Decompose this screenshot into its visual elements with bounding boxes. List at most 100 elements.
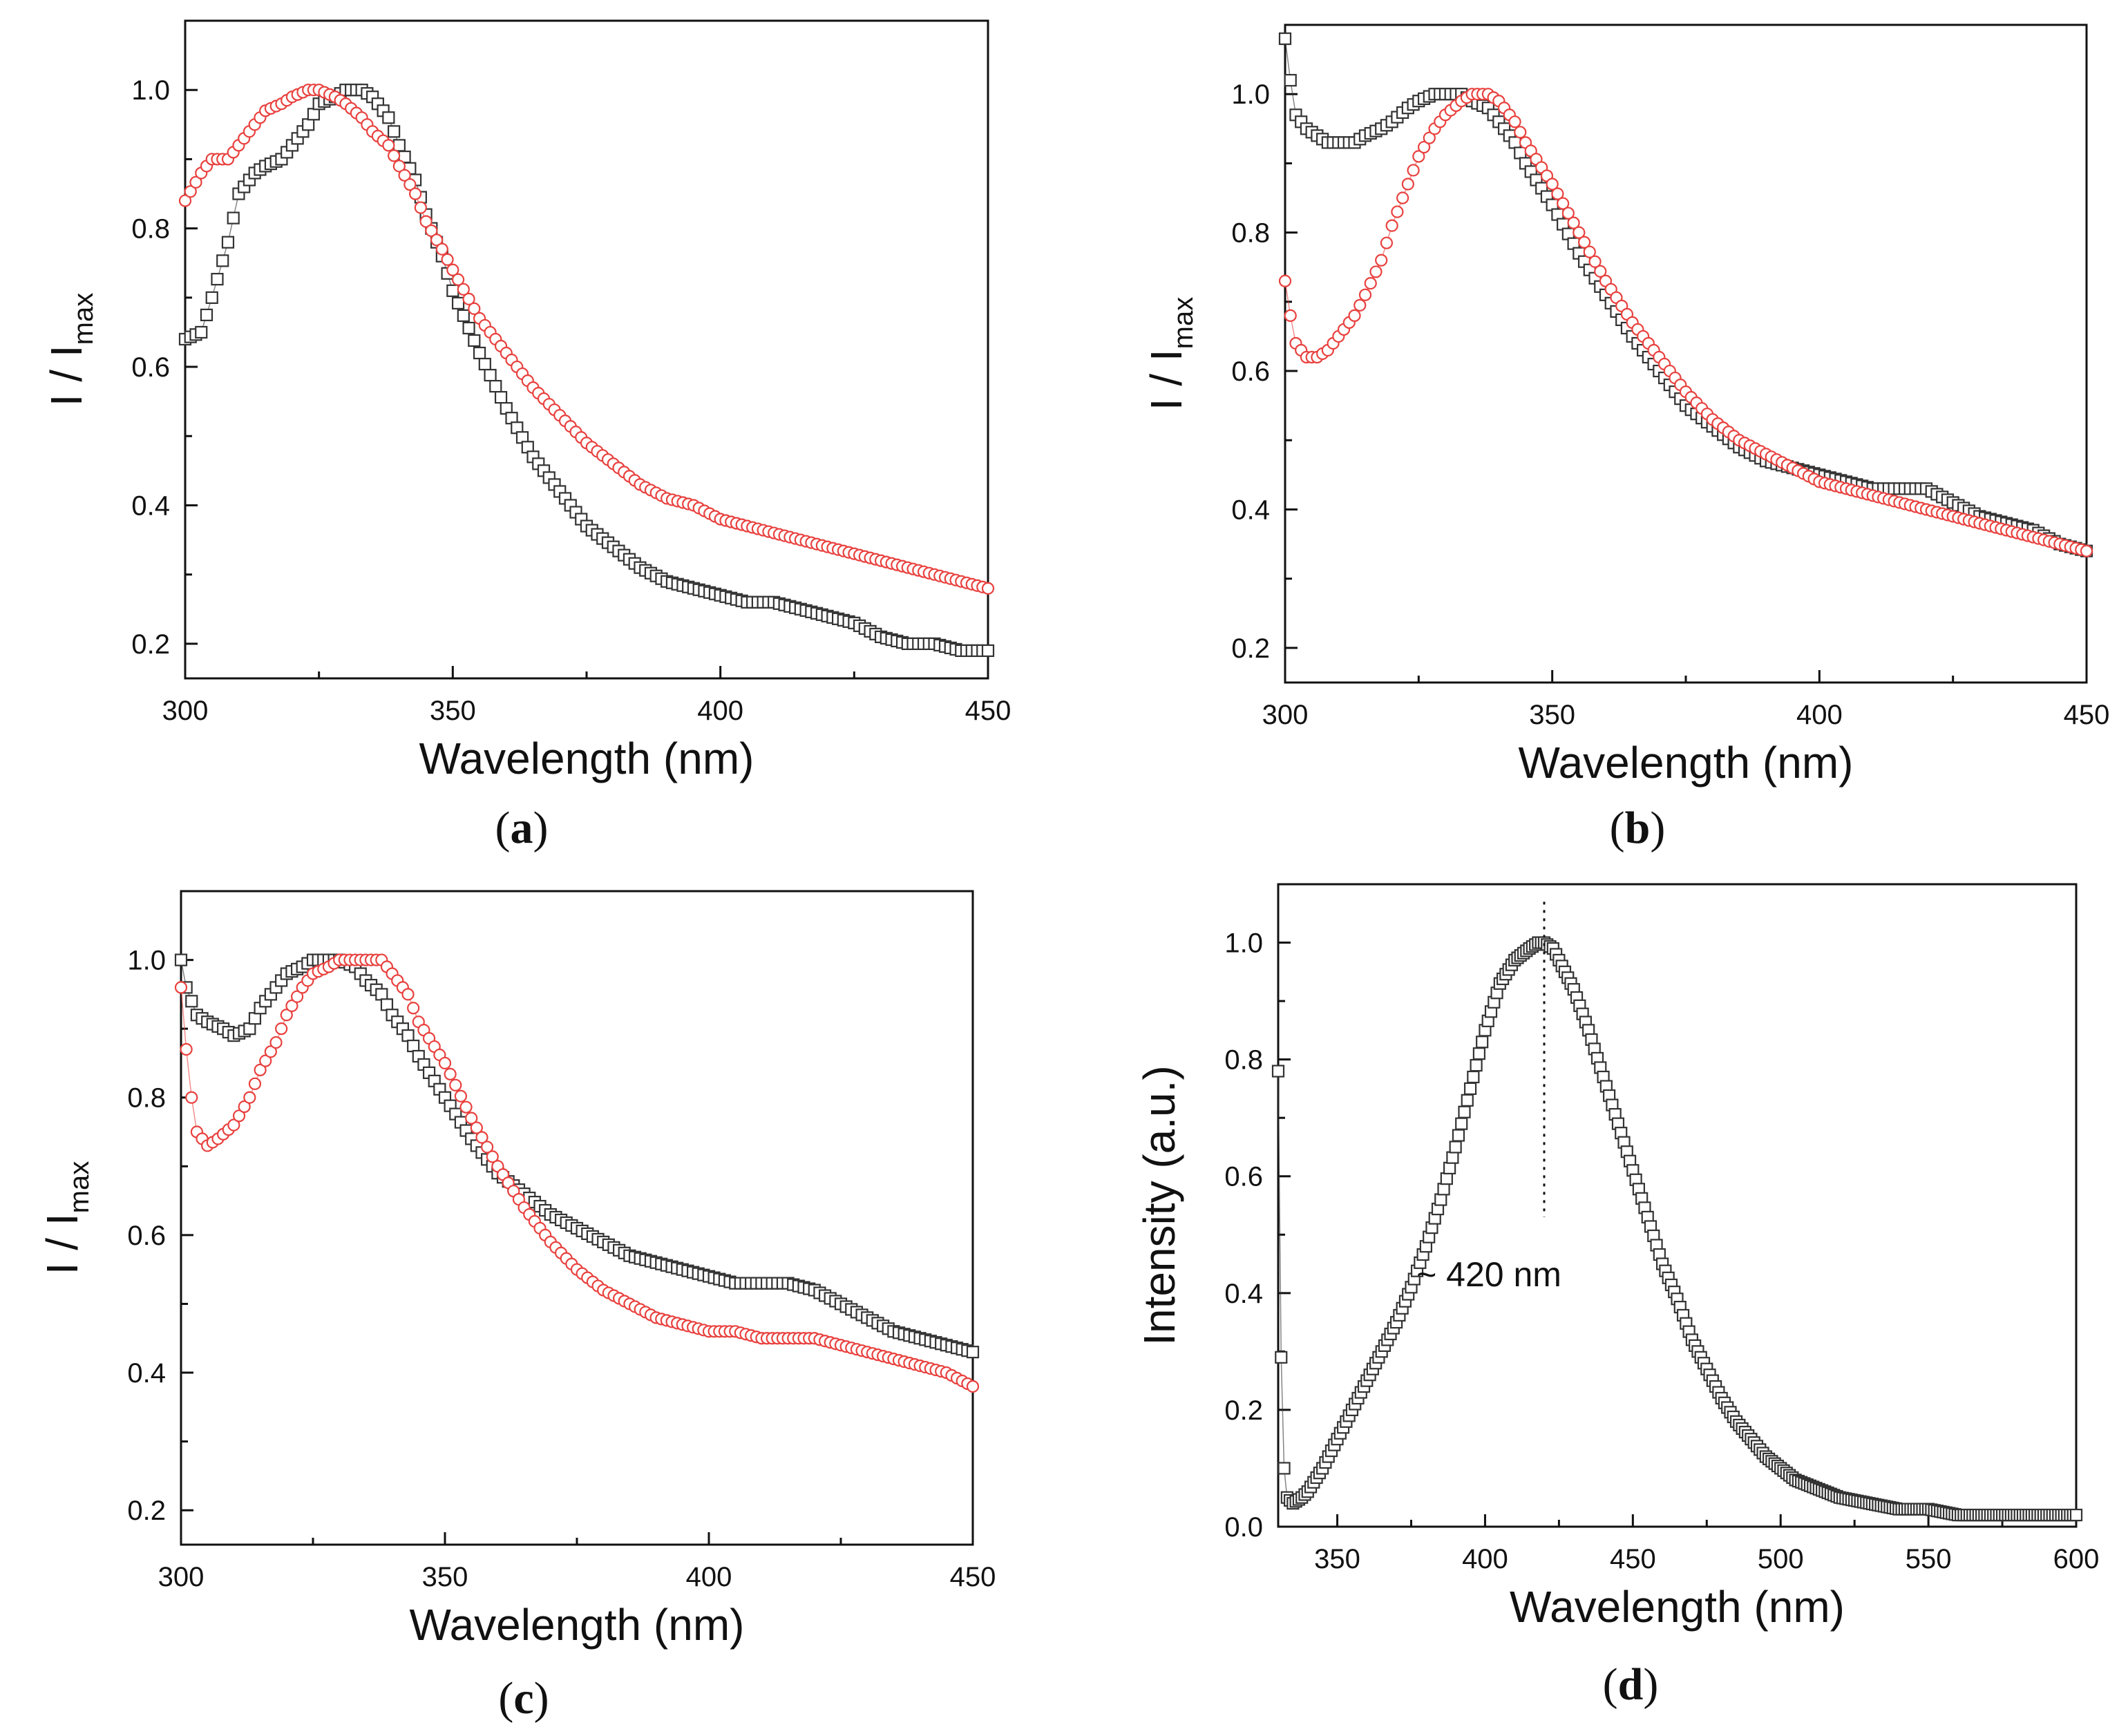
data-point: [1391, 205, 1404, 218]
data-point: [981, 582, 995, 595]
data-point: [259, 1054, 272, 1067]
x-tick-label: 450: [950, 1562, 996, 1592]
data-point: [435, 242, 448, 256]
data-point: [1476, 1036, 1489, 1049]
data-point: [184, 185, 197, 198]
panel-label-letter: d: [1618, 1659, 1644, 1710]
data-point: [178, 194, 192, 207]
panel-label-open-paren: (: [1610, 803, 1625, 853]
x-tick-label: 400: [697, 696, 743, 726]
panel-label-letter: a: [511, 803, 533, 853]
data-point: [275, 1022, 288, 1036]
data-point: [465, 1112, 478, 1125]
data-point: [1353, 298, 1367, 312]
series-connector-line: [1284, 93, 2087, 552]
y-tick-label: 1.0: [1231, 79, 1270, 110]
y-axis-title-main: Intensity (a.u.): [1134, 1065, 1184, 1346]
data-point: [407, 1002, 420, 1015]
y-tick-label: 0.4: [1231, 495, 1270, 525]
y-tick-label: 0.6: [1224, 1162, 1263, 1192]
data-point: [1508, 136, 1521, 149]
panel-label: (a): [495, 803, 549, 853]
data-point: [1284, 309, 1297, 322]
data-point: [382, 111, 395, 124]
data-point: [1514, 146, 1527, 160]
y-axis-title-subscript: max: [68, 293, 99, 345]
y-tick-label: 0.2: [131, 629, 170, 660]
y-tick-label: 0.4: [127, 1358, 166, 1389]
data-point: [451, 273, 465, 286]
y-axis-title: I / Imax: [1141, 297, 1199, 410]
data-point: [285, 999, 298, 1013]
data-point: [1358, 288, 1372, 301]
data-point: [382, 139, 395, 152]
y-axis-title-main: I / I: [41, 345, 91, 406]
y-tick-label: 0.2: [127, 1496, 166, 1526]
data-point: [1407, 164, 1420, 177]
data-point: [238, 1100, 251, 1114]
data-point: [232, 1109, 246, 1123]
series-red-circles: [178, 84, 995, 595]
data-point: [1561, 207, 1575, 220]
data-point: [302, 118, 315, 131]
data-point: [254, 1063, 267, 1077]
x-tick-label: 400: [1796, 700, 1843, 730]
x-tick-label: 300: [162, 696, 209, 726]
data-point: [227, 211, 240, 225]
data-point: [473, 346, 486, 360]
data-point: [1546, 178, 1559, 191]
y-axis-title: I / Imax: [37, 1161, 95, 1275]
data-point: [401, 988, 415, 1001]
data-point: [425, 224, 438, 238]
data-point: [180, 1042, 193, 1056]
x-tick-label: 400: [1462, 1544, 1508, 1574]
x-tick-label: 450: [1610, 1544, 1656, 1574]
x-tick-label: 350: [422, 1562, 468, 1592]
data-point: [419, 215, 433, 228]
series-black-squares: [1278, 32, 2093, 557]
data-point: [380, 998, 394, 1011]
data-point: [1467, 1070, 1480, 1084]
data-point: [1434, 1193, 1447, 1206]
data-point: [1583, 245, 1596, 258]
y-axis-title-main: I / I: [1141, 349, 1191, 410]
data-point: [185, 1091, 198, 1104]
peak-annotation: ~ 420 nm: [1416, 1255, 1561, 1294]
data-point: [375, 988, 388, 1001]
data-point: [1452, 1129, 1465, 1142]
data-point: [1514, 126, 1527, 139]
y-tick-label: 0.8: [127, 1083, 166, 1114]
data-point: [280, 1009, 293, 1022]
x-tick-label: 550: [1906, 1544, 1952, 1574]
panel-c: 300 350 400 450 0.2 0.4 0.6 0.8 1.0 Wavelength (n…: [37, 890, 996, 1724]
data-point: [1417, 140, 1431, 154]
y-tick-label: 0.8: [1231, 218, 1270, 249]
data-point: [457, 309, 470, 322]
data-point: [388, 125, 401, 138]
data-point: [1458, 1105, 1471, 1118]
data-point: [1423, 131, 1436, 144]
y-tick-label: 1.0: [131, 75, 170, 106]
data-point: [1455, 1117, 1468, 1130]
data-point: [1375, 254, 1388, 267]
panel-label-close-paren: ): [534, 1673, 549, 1724]
x-tick-label: 450: [2064, 700, 2110, 730]
x-tick-label: 600: [2053, 1544, 2100, 1574]
data-point: [475, 1131, 488, 1144]
panel-label-close-paren: ): [1643, 1659, 1658, 1710]
data-point: [462, 292, 475, 305]
y-axis-title: Intensity (a.u.): [1134, 1065, 1184, 1346]
data-point: [981, 644, 995, 658]
data-point: [1470, 1058, 1483, 1072]
data-point: [1573, 226, 1586, 239]
data-point: [481, 1141, 494, 1154]
series-red-circles: [1278, 88, 2093, 557]
data-point: [398, 169, 411, 182]
data-point: [1385, 219, 1398, 232]
y-tick-label: 0.4: [1224, 1279, 1263, 1309]
panel-label-close-paren: ): [1650, 803, 1665, 853]
series-black-squares: [174, 953, 980, 1359]
data-point: [1551, 187, 1564, 200]
y-tick-label: 0.6: [127, 1221, 166, 1251]
series-connector-line: [1277, 942, 2076, 1516]
